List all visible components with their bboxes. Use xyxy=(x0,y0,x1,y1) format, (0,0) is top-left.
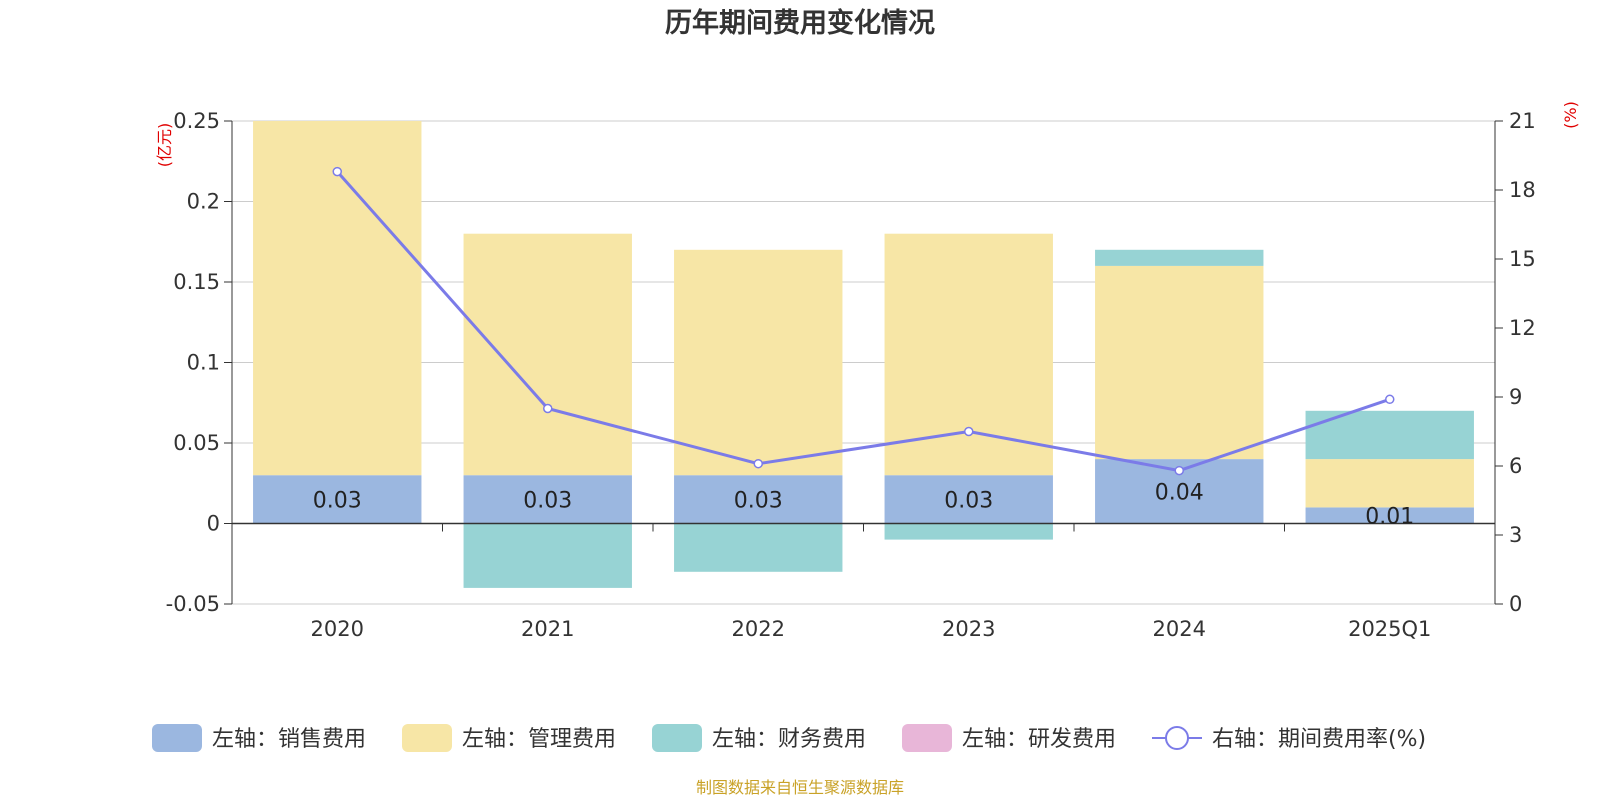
x-tick-label: 2022 xyxy=(732,617,785,641)
axes: -0.05 0 0.05 0.1 0.15 0.2 0.25 0 3 6 9 12 15 18 21 2020… xyxy=(166,109,1536,641)
left-tick-label: -0.05 xyxy=(166,592,220,616)
rate-line-point xyxy=(332,166,342,177)
grid-lines xyxy=(232,120,1495,605)
right-tick-label: 21 xyxy=(1509,109,1536,133)
bar-segment xyxy=(1305,459,1474,508)
legend-label: 左轴：财务费用 xyxy=(712,727,866,752)
legend-label: 左轴：管理费用 xyxy=(462,727,616,752)
bar-data-label: 0.03 xyxy=(313,488,362,513)
bar-segment xyxy=(1095,249,1264,266)
bar-data-label: 0.03 xyxy=(734,488,783,513)
right-tick-label: 12 xyxy=(1509,316,1536,340)
data-labels: 0.03 0.03 0.03 0.03 0.04 0.01 xyxy=(313,480,1414,529)
rate-line-point xyxy=(753,458,763,469)
left-tick-label: 0.05 xyxy=(173,431,220,455)
x-tick-label: 2024 xyxy=(1153,617,1206,641)
bar-data-label: 0.01 xyxy=(1365,504,1414,529)
bar-segment xyxy=(1095,265,1264,460)
x-tick-label: 2021 xyxy=(521,617,574,641)
legend-swatch xyxy=(902,724,952,752)
right-tick-label: 3 xyxy=(1509,523,1522,547)
right-tick-label: 18 xyxy=(1509,178,1536,202)
bar-data-label: 0.03 xyxy=(944,488,993,513)
right-tick-label: 9 xyxy=(1509,385,1522,409)
bars xyxy=(253,121,1474,588)
right-tick-label: 15 xyxy=(1509,247,1536,271)
x-tick-label: 2020 xyxy=(311,617,364,641)
x-tick-label: 2023 xyxy=(942,617,995,641)
rate-line-point xyxy=(964,426,974,437)
left-axis-unit: (亿元) xyxy=(155,123,174,168)
right-tick-label: 0 xyxy=(1509,592,1522,616)
legend-line-marker xyxy=(1165,726,1189,750)
rate-line-point xyxy=(1385,394,1395,405)
bar-data-label: 0.03 xyxy=(523,488,572,513)
legend: 左轴：销售费用 左轴：管理费用 左轴：财务费用 左轴：研发费用 右轴：期间费用率(%) xyxy=(152,724,1426,752)
rate-line xyxy=(332,166,1395,476)
bar-segment xyxy=(1305,507,1474,524)
source-note: 制图数据来自恒生聚源数据库 xyxy=(696,778,904,797)
legend-swatch xyxy=(152,724,202,752)
left-tick-label: 0.1 xyxy=(187,351,220,375)
rate-line-point xyxy=(543,403,553,414)
rate-line-path xyxy=(336,170,1391,473)
bar-segment xyxy=(463,233,632,476)
legend-label: 左轴：研发费用 xyxy=(962,727,1116,752)
bar-segment xyxy=(253,475,422,524)
left-tick-label: 0 xyxy=(207,512,220,536)
legend-swatch xyxy=(402,724,452,752)
legend-swatch xyxy=(652,724,702,752)
chart-title: 历年期间费用变化情况 xyxy=(665,7,935,39)
bar-segment xyxy=(674,475,843,524)
bar-segment xyxy=(884,523,1053,540)
legend-label: 右轴：期间费用率(%) xyxy=(1212,727,1426,752)
bar-segment xyxy=(674,523,843,572)
left-tick-label: 0.2 xyxy=(187,190,220,214)
legend-label: 左轴：销售费用 xyxy=(212,727,366,752)
right-axis-unit: (%) xyxy=(1561,101,1580,129)
bar-data-label: 0.04 xyxy=(1155,480,1204,505)
bar-segment xyxy=(463,475,632,524)
bar-segment xyxy=(674,249,843,476)
x-tick-label: 2025Q1 xyxy=(1348,617,1431,641)
left-tick-label: 0.15 xyxy=(173,270,220,294)
bar-segment xyxy=(253,121,422,476)
left-tick-label: 0.25 xyxy=(173,109,220,133)
bar-segment xyxy=(884,233,1053,476)
bar-segment xyxy=(884,475,1053,524)
bar-segment xyxy=(463,523,632,588)
rate-line-point xyxy=(1174,465,1184,476)
right-tick-label: 6 xyxy=(1509,454,1522,478)
